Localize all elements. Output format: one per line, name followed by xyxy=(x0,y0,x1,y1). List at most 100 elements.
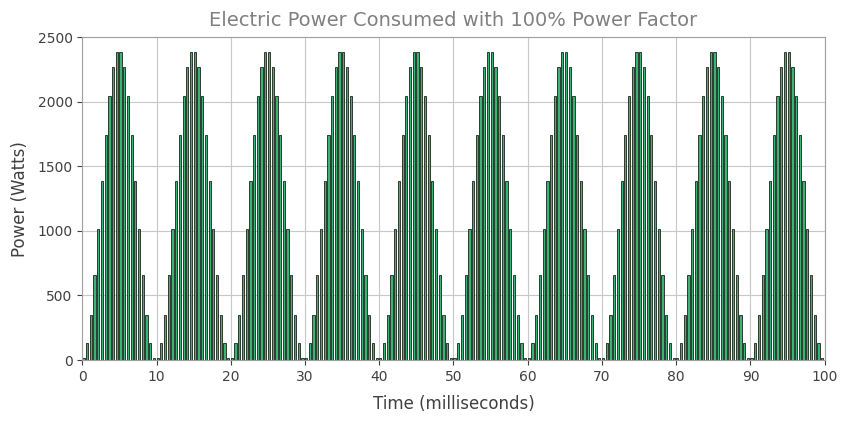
Bar xyxy=(639,52,641,360)
Bar xyxy=(539,276,541,360)
Bar xyxy=(160,343,162,360)
Bar xyxy=(810,276,812,360)
Bar xyxy=(231,358,233,360)
Bar xyxy=(205,135,207,360)
Bar xyxy=(743,343,745,360)
Bar xyxy=(724,135,727,360)
Bar xyxy=(483,67,486,360)
Bar xyxy=(617,229,619,360)
Bar xyxy=(807,229,808,360)
Bar xyxy=(194,52,196,360)
Bar xyxy=(613,276,616,360)
Bar xyxy=(339,52,340,360)
Bar xyxy=(327,135,329,360)
Bar xyxy=(558,67,559,360)
Bar xyxy=(554,95,556,360)
Bar xyxy=(464,276,467,360)
Bar xyxy=(97,229,99,360)
Bar xyxy=(405,95,408,360)
Bar xyxy=(765,229,767,360)
Bar xyxy=(576,135,578,360)
Bar xyxy=(179,135,181,360)
Bar xyxy=(156,358,159,360)
Bar xyxy=(472,181,475,360)
Bar xyxy=(728,181,730,360)
Bar xyxy=(498,95,500,360)
Bar xyxy=(368,315,370,360)
Bar xyxy=(453,358,456,360)
Bar xyxy=(494,67,497,360)
Bar xyxy=(669,343,671,360)
Bar xyxy=(138,229,140,360)
Bar xyxy=(475,135,478,360)
Bar xyxy=(788,52,790,360)
Bar xyxy=(469,229,470,360)
Bar xyxy=(624,135,627,360)
Bar xyxy=(290,276,292,360)
Bar xyxy=(458,343,459,360)
Bar xyxy=(528,358,530,360)
Bar xyxy=(450,358,452,360)
Bar xyxy=(520,343,522,360)
Bar xyxy=(301,358,304,360)
Bar xyxy=(654,181,656,360)
Bar xyxy=(717,67,719,360)
Bar xyxy=(331,95,333,360)
Bar xyxy=(821,358,824,360)
Bar xyxy=(784,52,786,360)
Bar xyxy=(212,229,215,360)
Bar xyxy=(480,95,481,360)
Bar xyxy=(594,343,597,360)
Bar xyxy=(550,135,552,360)
Bar xyxy=(104,135,107,360)
Bar xyxy=(413,52,415,360)
Bar xyxy=(309,343,311,360)
Bar xyxy=(531,343,534,360)
Bar xyxy=(409,67,411,360)
Bar xyxy=(253,135,256,360)
Bar xyxy=(802,181,805,360)
Bar xyxy=(661,276,664,360)
Bar xyxy=(375,358,378,360)
Bar xyxy=(572,95,575,360)
Bar xyxy=(242,276,245,360)
Bar xyxy=(245,229,248,360)
Bar xyxy=(491,52,492,360)
Bar xyxy=(591,315,593,360)
Bar xyxy=(735,276,738,360)
Bar xyxy=(721,95,723,360)
Bar xyxy=(621,181,623,360)
Bar xyxy=(694,181,697,360)
Bar xyxy=(261,67,262,360)
Title: Electric Power Consumed with 100% Power Factor: Electric Power Consumed with 100% Power … xyxy=(210,11,698,30)
Bar xyxy=(747,358,749,360)
Bar xyxy=(699,135,700,360)
Bar xyxy=(773,135,775,360)
Bar xyxy=(799,135,801,360)
Bar xyxy=(513,276,515,360)
Bar xyxy=(131,135,132,360)
Bar xyxy=(175,181,177,360)
Bar xyxy=(323,181,326,360)
Bar xyxy=(256,95,259,360)
Bar xyxy=(461,315,464,360)
Bar xyxy=(294,315,296,360)
Bar xyxy=(628,95,630,360)
Bar xyxy=(101,181,103,360)
Bar xyxy=(305,358,307,360)
Bar xyxy=(509,229,511,360)
Bar xyxy=(505,181,508,360)
Bar xyxy=(353,135,356,360)
Bar xyxy=(813,315,816,360)
Bar xyxy=(286,229,289,360)
Bar xyxy=(691,229,694,360)
Bar xyxy=(516,315,519,360)
Bar xyxy=(386,315,389,360)
Bar xyxy=(635,52,638,360)
Bar xyxy=(643,67,645,360)
Bar xyxy=(435,229,437,360)
Bar xyxy=(380,358,381,360)
Bar xyxy=(342,52,345,360)
Bar xyxy=(791,67,794,360)
Bar xyxy=(795,95,797,360)
